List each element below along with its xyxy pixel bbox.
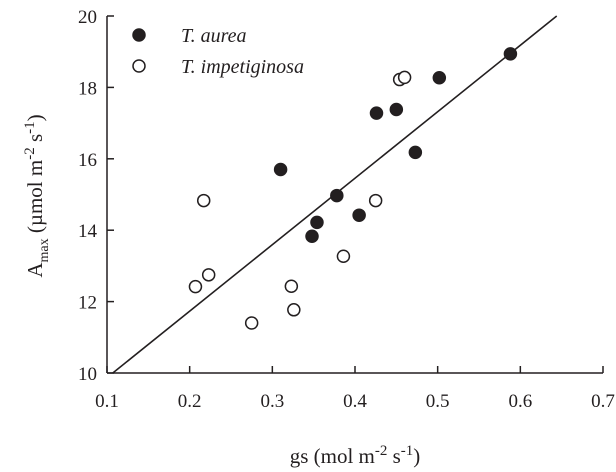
x-ticks: 0.1 0.2 0.3 0.4 0.5 0.6 0.7 — [95, 366, 615, 412]
x-tick-label: 0.3 — [260, 391, 284, 412]
data-point-t-impetiginosa — [397, 70, 412, 85]
data-point-t-aurea — [330, 188, 344, 203]
x-axis-title: gs (mol m-2 s-1) — [290, 443, 421, 468]
y-tick-label: 14 — [78, 221, 98, 242]
data-point-t-aurea — [408, 145, 423, 160]
legend: T. aurea T. impetiginosa — [132, 25, 304, 78]
x-tick-label: 0.5 — [426, 391, 450, 412]
x-tick-label: 0.7 — [591, 391, 615, 412]
legend-label-t-aurea: T. aurea — [181, 25, 247, 47]
data-point-t-aurea — [503, 47, 518, 61]
data-point-t-aurea — [432, 71, 447, 85]
data-point-t-impetiginosa — [196, 193, 211, 208]
data-point-t-impetiginosa — [284, 279, 299, 293]
x-tick-label: 0.4 — [343, 391, 367, 412]
y-tick-label: 12 — [78, 293, 97, 314]
data-points — [188, 47, 518, 330]
data-point-t-impetiginosa — [368, 193, 383, 208]
y-tick-label: 10 — [78, 364, 97, 385]
data-point-t-aurea — [273, 162, 288, 177]
x-tick-label: 0.2 — [178, 391, 202, 412]
data-point-t-impetiginosa — [287, 303, 301, 317]
data-point-t-impetiginosa — [201, 268, 216, 282]
data-point-t-aurea — [310, 215, 324, 230]
data-point-t-impetiginosa — [244, 316, 259, 330]
data-point-t-impetiginosa — [188, 279, 203, 294]
data-point-t-aurea — [352, 208, 366, 222]
data-point-t-aurea — [305, 229, 319, 244]
data-point-t-aurea — [389, 102, 404, 117]
y-ticks: 10 12 14 16 18 20 — [78, 7, 114, 385]
y-tick-label: 18 — [78, 78, 97, 99]
y-tick-label: 20 — [78, 7, 97, 28]
legend-marker-t-impetiginosa — [132, 59, 146, 73]
x-tick-label: 0.1 — [95, 391, 119, 412]
y-tick-label: 16 — [78, 150, 97, 171]
legend-marker-t-aurea — [132, 28, 146, 42]
y-axis-title: Amax (µmol m-2 s-1) — [22, 114, 52, 277]
x-tick-label: 0.6 — [508, 391, 532, 412]
legend-label-t-impetiginosa: T. impetiginosa — [181, 56, 304, 78]
data-point-t-aurea — [369, 106, 384, 120]
data-point-t-impetiginosa — [336, 249, 351, 264]
